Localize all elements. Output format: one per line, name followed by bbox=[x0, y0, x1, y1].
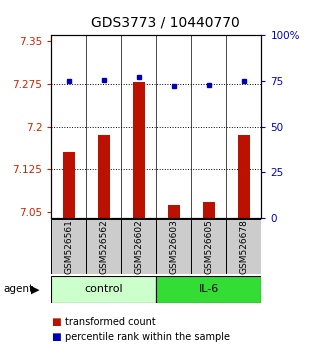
Bar bbox=[133, 82, 145, 218]
Text: GDS3773 / 10440770: GDS3773 / 10440770 bbox=[91, 16, 240, 30]
Text: GSM526561: GSM526561 bbox=[64, 219, 73, 274]
Bar bbox=[63, 152, 75, 218]
Text: IL-6: IL-6 bbox=[199, 284, 219, 295]
Text: GSM526562: GSM526562 bbox=[99, 219, 108, 274]
Bar bbox=[156, 276, 261, 303]
Bar bbox=[203, 202, 215, 218]
Text: GSM526603: GSM526603 bbox=[169, 219, 178, 274]
Text: GSM526678: GSM526678 bbox=[239, 219, 249, 274]
Text: GSM526602: GSM526602 bbox=[134, 219, 143, 274]
Bar bbox=[156, 219, 191, 274]
Bar bbox=[51, 219, 86, 274]
Bar bbox=[86, 219, 121, 274]
Text: agent: agent bbox=[3, 284, 33, 295]
Bar bbox=[168, 205, 180, 218]
Bar bbox=[238, 135, 250, 218]
Text: ■: ■ bbox=[51, 317, 61, 327]
Text: control: control bbox=[84, 284, 123, 295]
Text: transformed count: transformed count bbox=[65, 317, 155, 327]
Bar bbox=[51, 276, 156, 303]
Bar bbox=[98, 135, 110, 218]
Bar bbox=[191, 219, 226, 274]
Text: ■: ■ bbox=[51, 332, 61, 342]
Bar bbox=[226, 219, 261, 274]
Bar bbox=[121, 219, 156, 274]
Text: GSM526605: GSM526605 bbox=[205, 219, 213, 274]
Text: ▶: ▶ bbox=[30, 284, 39, 295]
Text: percentile rank within the sample: percentile rank within the sample bbox=[65, 332, 229, 342]
